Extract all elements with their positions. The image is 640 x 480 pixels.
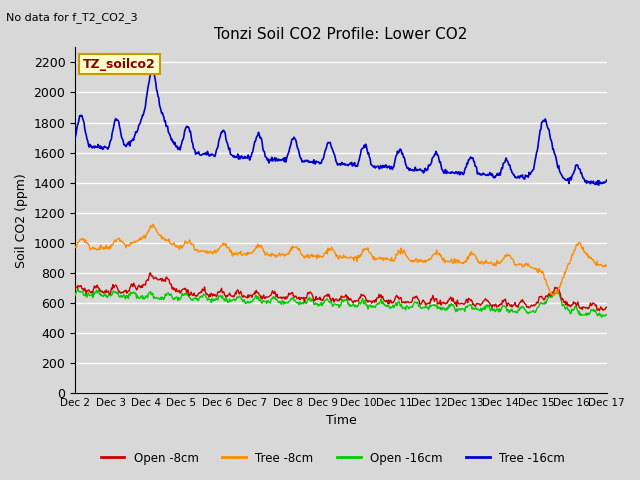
X-axis label: Time: Time — [326, 414, 356, 427]
Text: No data for f_T2_CO2_3: No data for f_T2_CO2_3 — [6, 12, 138, 23]
Title: Tonzi Soil CO2 Profile: Lower CO2: Tonzi Soil CO2 Profile: Lower CO2 — [214, 27, 468, 42]
Text: TZ_soilco2: TZ_soilco2 — [83, 58, 156, 71]
Legend: Open -8cm, Tree -8cm, Open -16cm, Tree -16cm: Open -8cm, Tree -8cm, Open -16cm, Tree -… — [96, 447, 570, 469]
Y-axis label: Soil CO2 (ppm): Soil CO2 (ppm) — [15, 173, 28, 268]
